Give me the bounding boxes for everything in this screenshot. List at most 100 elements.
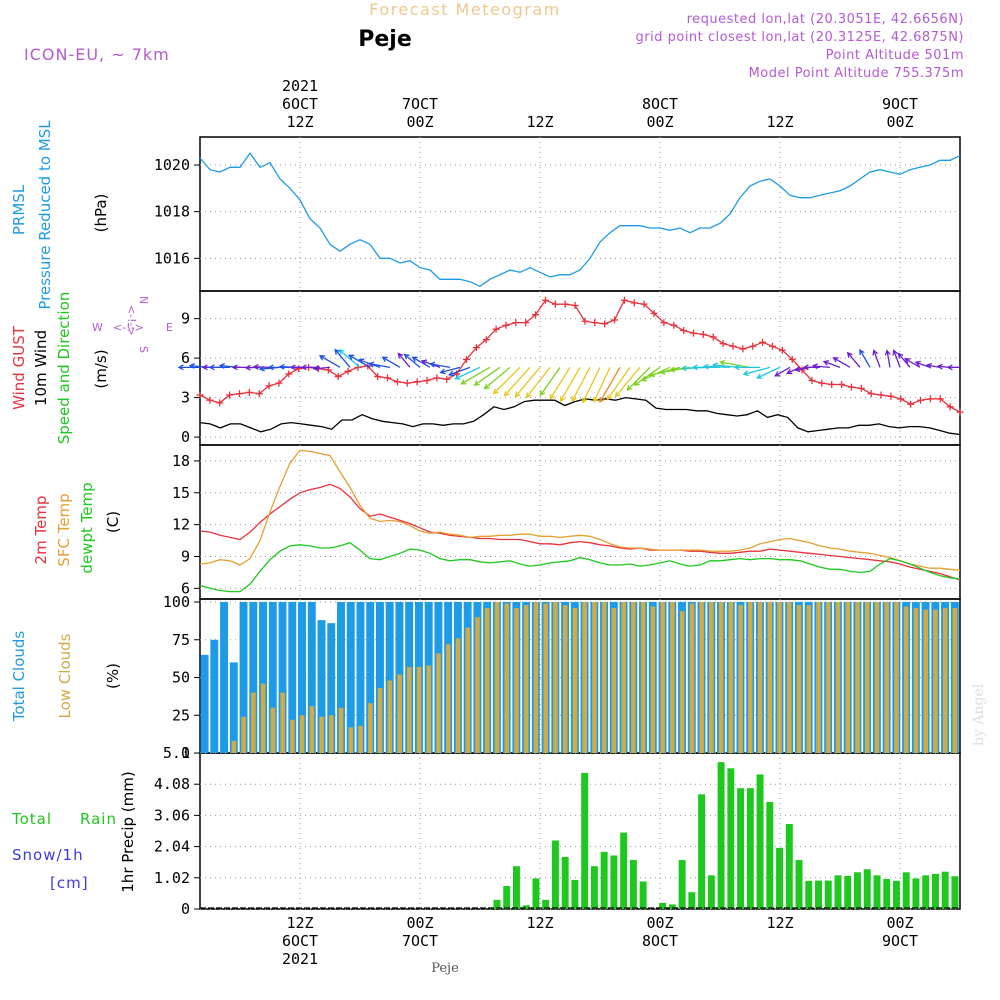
gust-marker bbox=[206, 396, 214, 404]
gust-marker bbox=[423, 377, 431, 385]
pressure-ytick-label: 1016 bbox=[154, 249, 190, 267]
wind-arrow-head bbox=[640, 376, 647, 382]
gust-marker bbox=[650, 309, 658, 317]
rain-bar bbox=[766, 801, 774, 909]
low-cloud-bar bbox=[377, 688, 383, 753]
wind-arrow-head bbox=[606, 394, 613, 401]
point-altitude: Point Altitude 501m bbox=[826, 48, 964, 63]
wind-arrow-head bbox=[936, 363, 943, 370]
gust-marker bbox=[334, 373, 342, 381]
wind-arrow bbox=[813, 365, 831, 368]
wind-speed-line bbox=[199, 396, 961, 436]
wind-arrow-head bbox=[719, 359, 726, 366]
pressure-unit: (hPa) bbox=[92, 194, 110, 233]
gridpoint-coords: grid point closest lon,lat (20.3125E, 42… bbox=[636, 30, 964, 45]
wind-arrow-head bbox=[460, 379, 467, 385]
compass-s: S bbox=[137, 346, 150, 353]
low-cloud-bar bbox=[368, 703, 373, 753]
total-cloud-bar bbox=[210, 639, 219, 753]
low-cloud-bar bbox=[387, 680, 393, 753]
wind-arrow-head bbox=[897, 352, 904, 359]
total-cloud-bar bbox=[375, 602, 384, 753]
low-cloud-bar bbox=[933, 609, 938, 753]
top-time-label: 6OCT bbox=[282, 95, 318, 113]
rain-bar bbox=[776, 847, 784, 909]
total-cloud-bar bbox=[385, 602, 394, 753]
wind-arrow-head bbox=[559, 396, 566, 403]
rain-bar bbox=[785, 823, 793, 909]
gust-marker bbox=[956, 408, 964, 416]
wind-arrow bbox=[559, 367, 581, 402]
gust-marker bbox=[611, 316, 619, 324]
low-cloud-bar bbox=[894, 602, 899, 753]
gust-marker bbox=[847, 383, 855, 391]
precip-ytick-label: 2.04 bbox=[154, 838, 190, 856]
wind-label: 10m Wind bbox=[32, 330, 50, 406]
gust-marker bbox=[778, 346, 786, 354]
wind-arrow-head bbox=[483, 383, 490, 390]
low-cloud-bar bbox=[640, 602, 646, 753]
rain-bar bbox=[854, 872, 861, 909]
wind-arrow-head bbox=[252, 363, 259, 370]
total-cloud-bar bbox=[337, 602, 345, 753]
low-cloud-bar bbox=[553, 602, 558, 753]
rain-bar bbox=[542, 899, 550, 909]
gust-marker bbox=[384, 374, 392, 382]
total-cloud-bar bbox=[356, 602, 365, 753]
location-title: Peje bbox=[358, 27, 412, 52]
t2m-line bbox=[199, 483, 961, 581]
cloud-labels: Total Clouds Low Clouds (%) bbox=[10, 631, 122, 723]
gust-marker bbox=[512, 319, 520, 327]
model-altitude: Model Point Altitude 755.375m bbox=[749, 66, 964, 81]
model-label: ICON-EU, ~ 7km bbox=[24, 45, 170, 64]
wind-arrow bbox=[338, 349, 361, 368]
wind-arrow-head bbox=[278, 363, 285, 370]
bottom-time-label: 00Z bbox=[886, 914, 913, 932]
footer-place: Peje bbox=[431, 961, 459, 976]
wind-arrow-head bbox=[691, 364, 698, 371]
wind-arrow-head bbox=[267, 364, 274, 371]
low-cloud-bar bbox=[416, 666, 422, 753]
rain-bar bbox=[746, 788, 754, 909]
wind-arrow-head bbox=[904, 358, 911, 364]
total-cloud-bar bbox=[317, 620, 326, 753]
wind-arrow bbox=[886, 350, 891, 368]
wind-arrow-head bbox=[348, 354, 355, 360]
wind-arrow bbox=[720, 361, 751, 368]
wind-arrow bbox=[823, 360, 841, 368]
gust-marker bbox=[768, 342, 776, 350]
wind-arrow bbox=[593, 367, 611, 403]
gust-marker bbox=[759, 338, 767, 346]
gust-marker bbox=[630, 299, 638, 307]
wind-arrow bbox=[526, 366, 551, 398]
rain-bar bbox=[824, 880, 832, 909]
gust-marker bbox=[640, 300, 648, 308]
rain-bar bbox=[815, 880, 822, 909]
wind-arrow-head bbox=[258, 365, 265, 372]
dew-label: dewpt Temp bbox=[78, 482, 96, 573]
low-cloud-bar bbox=[670, 602, 675, 753]
low-cloud-bar bbox=[738, 605, 743, 753]
bottom-time-label: 12Z bbox=[526, 914, 553, 932]
wind-arrow-head bbox=[859, 348, 865, 356]
gust-marker bbox=[443, 375, 451, 383]
wind-arrow-head bbox=[659, 368, 666, 375]
wind-arrow bbox=[504, 366, 531, 397]
prmsl-long-label: Pressure Reduced to MSL bbox=[36, 120, 54, 310]
gust-marker bbox=[561, 300, 569, 308]
low-cloud-bar bbox=[338, 707, 344, 753]
pressure-frame bbox=[199, 136, 961, 292]
low-cloud-bar bbox=[358, 725, 363, 753]
wind-arrow bbox=[493, 366, 521, 394]
wind-arrow bbox=[539, 366, 561, 396]
rain-bar bbox=[834, 875, 842, 909]
wind-arrow-head bbox=[946, 364, 953, 371]
rain-bar bbox=[737, 788, 745, 909]
gust-marker bbox=[620, 296, 628, 304]
wind-arrow-head bbox=[367, 361, 375, 368]
wind-arrow-head bbox=[802, 364, 809, 371]
wind-arrow-head bbox=[334, 348, 341, 355]
wind-arrow-head bbox=[599, 396, 605, 404]
gust-marker bbox=[462, 355, 470, 363]
clouds-ytick-label: 0 bbox=[181, 744, 190, 762]
